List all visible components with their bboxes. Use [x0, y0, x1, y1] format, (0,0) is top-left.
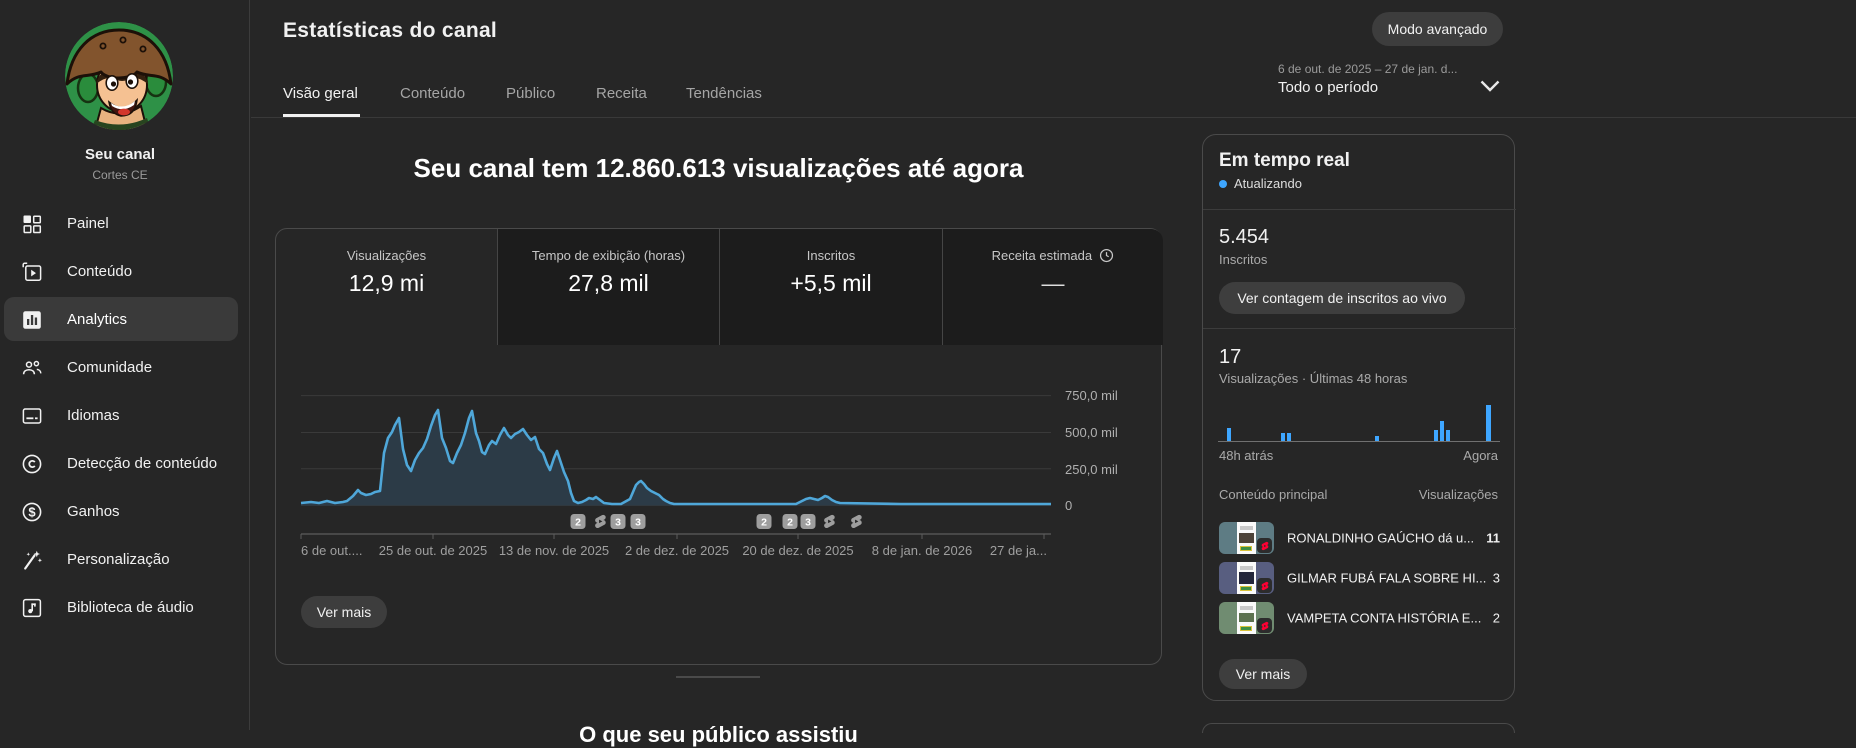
svg-text:$: $: [28, 505, 36, 520]
svg-text:2: 2: [575, 517, 581, 529]
svg-text:750,0 mil: 750,0 mil: [1065, 388, 1118, 403]
svg-text:3: 3: [635, 517, 641, 529]
svg-text:250,0 mil: 250,0 mil: [1065, 462, 1118, 477]
svg-text:3: 3: [805, 517, 811, 529]
svg-text:0: 0: [1065, 498, 1072, 513]
svg-text:20 de dez. de 2025: 20 de dez. de 2025: [742, 543, 853, 558]
svg-text:6 de out....: 6 de out....: [301, 543, 362, 558]
svg-text:13 de nov. de 2025: 13 de nov. de 2025: [499, 543, 609, 558]
svg-text:500,0 mil: 500,0 mil: [1065, 425, 1118, 440]
svg-text:2: 2: [787, 517, 793, 529]
svg-text:25 de out. de 2025: 25 de out. de 2025: [379, 543, 487, 558]
svg-text:2: 2: [761, 517, 767, 529]
svg-text:3: 3: [615, 517, 621, 529]
svg-text:8 de jan. de 2026: 8 de jan. de 2026: [872, 543, 972, 558]
svg-text:27 de ja...: 27 de ja...: [990, 543, 1047, 558]
svg-text:2 de dez. de 2025: 2 de dez. de 2025: [625, 543, 729, 558]
